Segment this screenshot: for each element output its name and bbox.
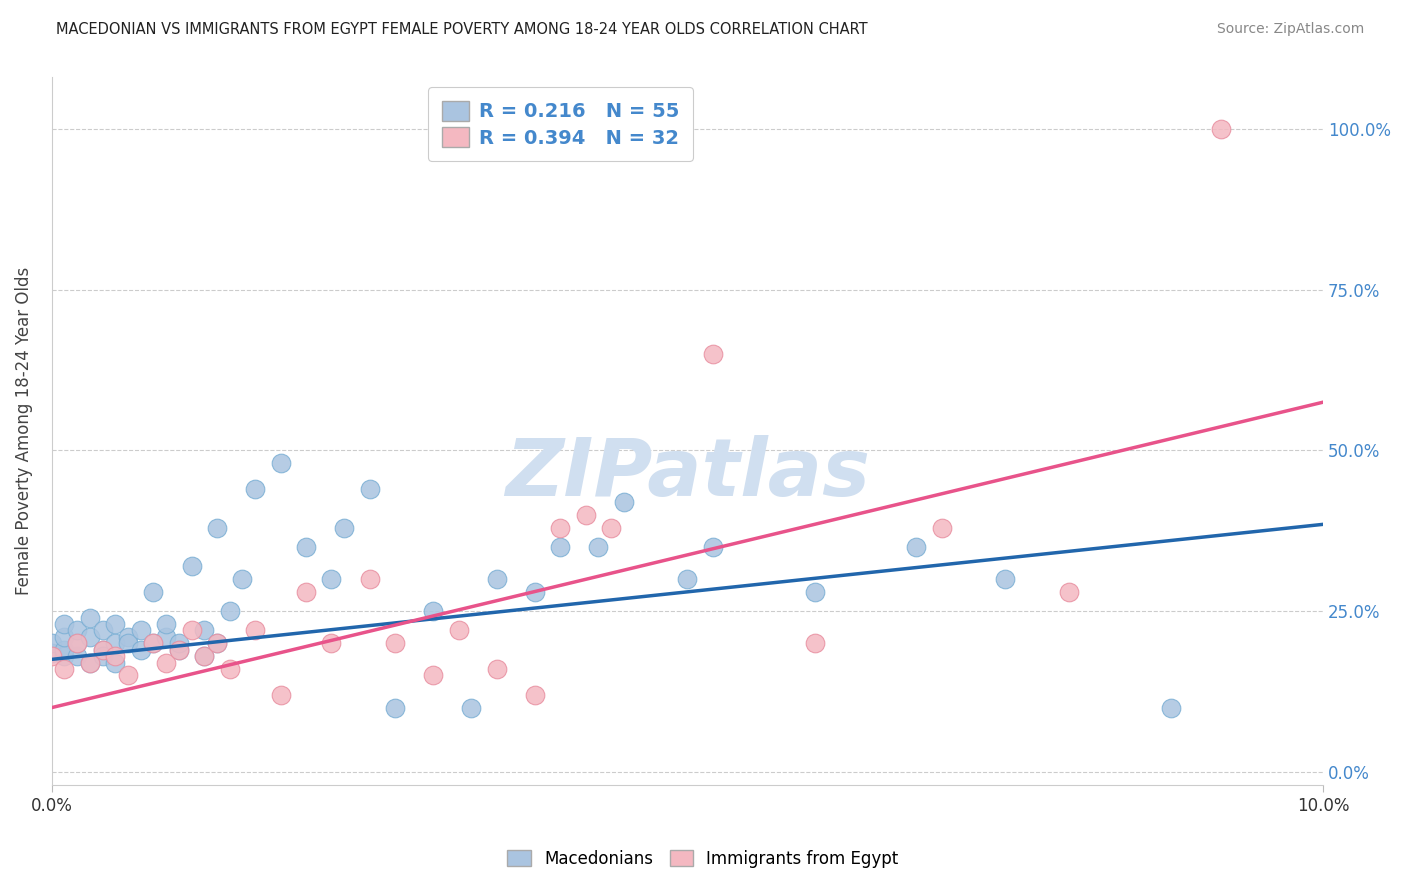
Point: [523, 688, 546, 702]
Point: [41, 646, 63, 660]
Point: [702, 347, 724, 361]
Point: [104, 636, 127, 650]
Point: [91, 624, 114, 638]
Point: [104, 649, 127, 664]
Point: [167, 642, 190, 657]
Legend: R = 0.216   N = 55, R = 0.394   N = 32: R = 0.216 N = 55, R = 0.394 N = 32: [427, 87, 693, 161]
Point: [91, 642, 114, 657]
Point: [575, 508, 598, 522]
Point: [180, 624, 202, 638]
Point: [66, 649, 89, 664]
Point: [142, 585, 165, 599]
Point: [66, 624, 89, 638]
Point: [218, 662, 240, 676]
Point: [485, 662, 508, 676]
Point: [359, 572, 381, 586]
Point: [117, 630, 139, 644]
Point: [129, 642, 152, 657]
Point: [53, 617, 76, 632]
Point: [384, 700, 406, 714]
Point: [1211, 121, 1233, 136]
Point: [205, 520, 228, 534]
Legend: Macedonians, Immigrants from Egypt: Macedonians, Immigrants from Egypt: [501, 844, 905, 875]
Point: [117, 636, 139, 650]
Point: [613, 495, 636, 509]
Point: [66, 636, 89, 650]
Point: [803, 636, 825, 650]
Point: [117, 668, 139, 682]
Point: [155, 630, 177, 644]
Point: [41, 636, 63, 650]
Point: [79, 630, 101, 644]
Point: [321, 636, 343, 650]
Point: [359, 482, 381, 496]
Point: [218, 604, 240, 618]
Point: [295, 540, 318, 554]
Point: [422, 604, 444, 618]
Point: [142, 636, 165, 650]
Point: [803, 585, 825, 599]
Point: [193, 624, 215, 638]
Y-axis label: Female Poverty Among 18-24 Year Olds: Female Poverty Among 18-24 Year Olds: [15, 267, 32, 595]
Point: [333, 520, 356, 534]
Point: [155, 617, 177, 632]
Point: [142, 636, 165, 650]
Point: [155, 656, 177, 670]
Point: [231, 572, 253, 586]
Point: [53, 630, 76, 644]
Point: [550, 540, 572, 554]
Point: [193, 649, 215, 664]
Point: [53, 642, 76, 657]
Point: [905, 540, 928, 554]
Text: MACEDONIAN VS IMMIGRANTS FROM EGYPT FEMALE POVERTY AMONG 18-24 YEAR OLDS CORRELA: MACEDONIAN VS IMMIGRANTS FROM EGYPT FEMA…: [56, 22, 868, 37]
Point: [79, 610, 101, 624]
Point: [53, 649, 76, 664]
Point: [600, 520, 623, 534]
Point: [270, 688, 292, 702]
Point: [104, 656, 127, 670]
Point: [41, 649, 63, 664]
Point: [79, 656, 101, 670]
Point: [676, 572, 699, 586]
Point: [270, 456, 292, 470]
Point: [91, 649, 114, 664]
Point: [384, 636, 406, 650]
Point: [447, 624, 470, 638]
Text: Source: ZipAtlas.com: Source: ZipAtlas.com: [1216, 22, 1364, 37]
Point: [66, 636, 89, 650]
Point: [205, 636, 228, 650]
Point: [180, 559, 202, 574]
Point: [485, 572, 508, 586]
Point: [295, 585, 318, 599]
Point: [321, 572, 343, 586]
Point: [523, 585, 546, 599]
Point: [994, 572, 1017, 586]
Point: [1160, 700, 1182, 714]
Point: [167, 636, 190, 650]
Point: [460, 700, 482, 714]
Point: [422, 668, 444, 682]
Point: [243, 482, 266, 496]
Point: [588, 540, 610, 554]
Point: [1057, 585, 1080, 599]
Point: [53, 662, 76, 676]
Point: [931, 520, 953, 534]
Point: [243, 624, 266, 638]
Point: [550, 520, 572, 534]
Point: [205, 636, 228, 650]
Point: [167, 642, 190, 657]
Point: [104, 617, 127, 632]
Point: [193, 649, 215, 664]
Point: [79, 656, 101, 670]
Text: ZIPatlas: ZIPatlas: [505, 434, 870, 513]
Point: [129, 624, 152, 638]
Point: [91, 642, 114, 657]
Point: [702, 540, 724, 554]
